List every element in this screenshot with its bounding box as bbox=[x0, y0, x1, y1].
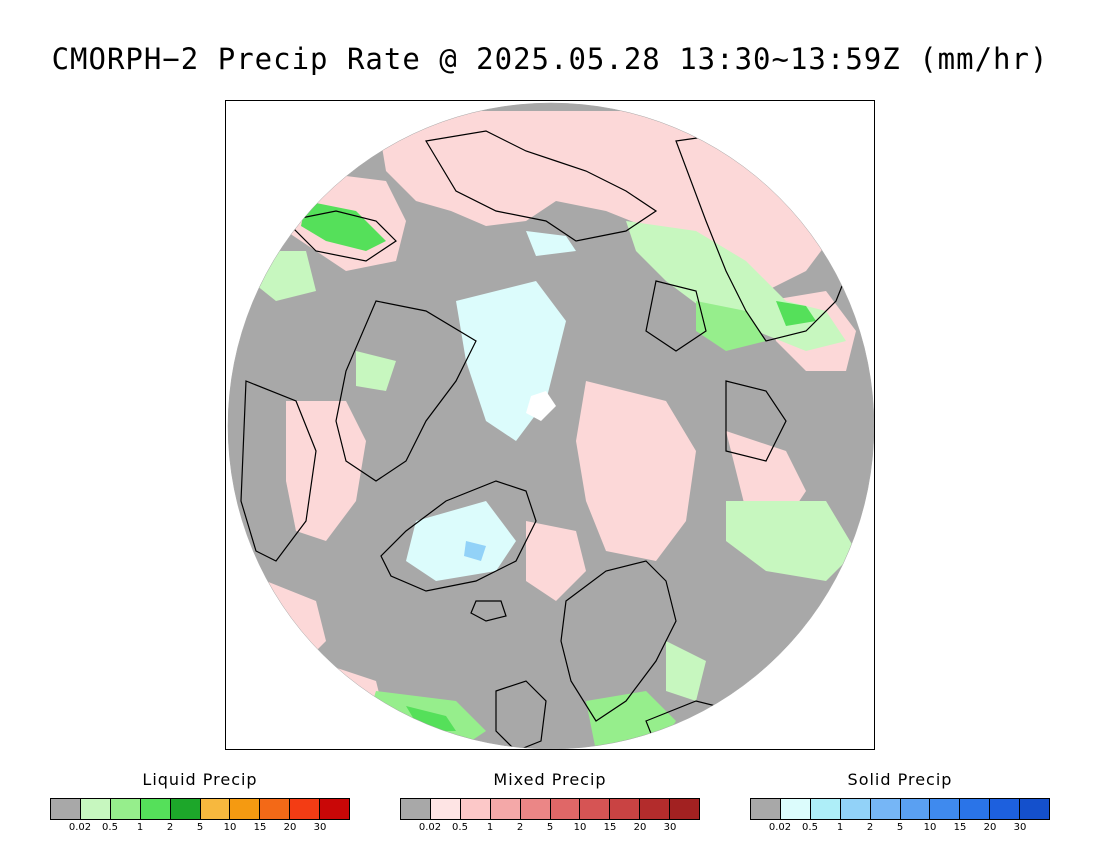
legend-tick-label: 30 bbox=[313, 822, 327, 833]
legend-title: Liquid Precip bbox=[142, 770, 258, 789]
legend-tick-label: 2 bbox=[866, 822, 874, 833]
legend-solid-precip: Solid Precip 0.02 0.5 1 2 5 10 15 20 30 bbox=[750, 770, 1050, 834]
hemisphere-edge bbox=[227, 102, 874, 749]
legend-tick-label: 0.5 bbox=[452, 822, 468, 833]
legend-swatch bbox=[460, 799, 491, 819]
liquid-precip-areas bbox=[251, 201, 856, 749]
legend-tick-label: 15 bbox=[953, 822, 967, 833]
legend-swatch bbox=[1020, 799, 1050, 819]
legend-swatch bbox=[230, 799, 261, 819]
precip-map bbox=[227, 102, 874, 749]
map-frame bbox=[225, 100, 875, 750]
legend-tick-label: 20 bbox=[283, 822, 297, 833]
legend-tick-label: 0.02 bbox=[768, 822, 792, 833]
legend-swatch bbox=[320, 799, 350, 819]
legend-tick-label: 15 bbox=[253, 822, 267, 833]
legend-tick-label: 0.02 bbox=[418, 822, 442, 833]
legend-swatches bbox=[400, 798, 700, 820]
legend-swatch bbox=[110, 799, 141, 819]
legend-tick-label: 0.5 bbox=[802, 822, 818, 833]
legend-swatch bbox=[401, 799, 431, 819]
legend-swatch bbox=[900, 799, 931, 819]
pole-gap bbox=[526, 391, 556, 421]
legend-swatches bbox=[50, 798, 350, 820]
legend-title: Mixed Precip bbox=[493, 770, 607, 789]
map-title: CMORPH−2 Precip Rate @ 2025.05.28 13:30~… bbox=[51, 42, 1049, 76]
legend-swatch bbox=[580, 799, 611, 819]
legend-tick-label: 5 bbox=[546, 822, 554, 833]
legend-ticks: 0.02 0.5 1 2 5 10 15 20 30 bbox=[50, 820, 350, 834]
legend-swatch bbox=[610, 799, 641, 819]
legend-tick-label: 20 bbox=[983, 822, 997, 833]
legend-swatch bbox=[870, 799, 901, 819]
legend-tick-label: 30 bbox=[1013, 822, 1027, 833]
legend-tick-label: 5 bbox=[896, 822, 904, 833]
legend-tick-label: 1 bbox=[136, 822, 144, 833]
legend-mixed-precip: Mixed Precip 0.02 0.5 1 2 5 10 15 20 30 bbox=[400, 770, 700, 834]
legend-tick-label: 20 bbox=[633, 822, 647, 833]
coastlines bbox=[240, 130, 857, 749]
legend-ticks: 0.02 0.5 1 2 5 10 15 20 30 bbox=[750, 820, 1050, 834]
legend-swatches bbox=[750, 798, 1050, 820]
legend-swatch bbox=[550, 799, 581, 819]
legend-swatch bbox=[170, 799, 201, 819]
legend-swatch bbox=[140, 799, 171, 819]
legend-swatch bbox=[430, 799, 461, 819]
legend-swatch bbox=[780, 799, 811, 819]
legend-swatch bbox=[960, 799, 991, 819]
legend-tick-label: 15 bbox=[603, 822, 617, 833]
legend-swatch bbox=[200, 799, 231, 819]
legend-swatch bbox=[751, 799, 781, 819]
legend-tick-label: 10 bbox=[223, 822, 237, 833]
legend-swatch bbox=[990, 799, 1021, 819]
legend-swatch bbox=[260, 799, 291, 819]
legend-swatch bbox=[840, 799, 871, 819]
legend-tick-label: 0.5 bbox=[102, 822, 118, 833]
legend-tick-label: 10 bbox=[923, 822, 937, 833]
legend-tick-label: 5 bbox=[196, 822, 204, 833]
legend-swatch bbox=[490, 799, 521, 819]
legend-tick-label: 30 bbox=[663, 822, 677, 833]
legend-tick-label: 2 bbox=[166, 822, 174, 833]
legend-tick-label: 1 bbox=[836, 822, 844, 833]
legend-swatch bbox=[51, 799, 81, 819]
legend-title: Solid Precip bbox=[847, 770, 953, 789]
legend-swatch bbox=[520, 799, 551, 819]
legend-swatch bbox=[80, 799, 111, 819]
legend-swatch bbox=[930, 799, 961, 819]
legend-ticks: 0.02 0.5 1 2 5 10 15 20 30 bbox=[400, 820, 700, 834]
legend-liquid-precip: Liquid Precip 0.02 0.5 1 2 5 10 15 20 30 bbox=[50, 770, 350, 834]
legend-tick-label: 1 bbox=[486, 822, 494, 833]
legend-tick-label: 2 bbox=[516, 822, 524, 833]
legend-swatch bbox=[640, 799, 671, 819]
legend-tick-label: 0.02 bbox=[68, 822, 92, 833]
legend-tick-label: 10 bbox=[573, 822, 587, 833]
legend-swatch bbox=[810, 799, 841, 819]
legend-swatch bbox=[670, 799, 700, 819]
legend-swatch bbox=[290, 799, 321, 819]
